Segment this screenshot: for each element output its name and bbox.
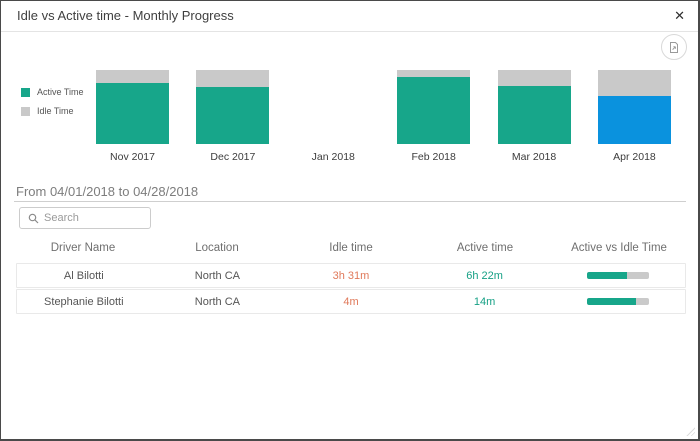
column-header-location: Location (195, 242, 239, 254)
active-time-swatch (21, 87, 30, 97)
location-cell: North CA (194, 269, 241, 282)
bar-stack[interactable] (196, 70, 270, 144)
progress-fill (587, 272, 627, 279)
monthly-stacked-bar-chart: Nov 2017 Dec 2017 Jan 2018 Feb 2018 Mar 2018… (96, 70, 671, 165)
chart-legend: Active Time Idle Time (21, 87, 84, 125)
progress-fill (587, 298, 636, 305)
column-header-active-time: Active time (456, 242, 514, 254)
month-label: Feb 2018 (411, 151, 456, 163)
active-segment[interactable] (397, 76, 471, 144)
period-label: From 04/01/2018 to 04/28/2018 (16, 184, 199, 199)
idle-segment[interactable] (397, 70, 471, 77)
idle-segment[interactable] (597, 70, 671, 96)
bar-stack[interactable] (597, 70, 671, 144)
idle-time-cell: 4m (343, 295, 359, 308)
column-header-idle-time: Idle time (329, 242, 373, 254)
table-header-row: Driver Name Location Idle time Active time A… (16, 242, 686, 254)
location-cell: North CA (194, 295, 241, 308)
active-vs-idle-progress-bar (587, 272, 650, 279)
dialog-header: Idle vs Active time - Monthly Progress ✕ (1, 1, 698, 32)
month-label: Nov 2017 (110, 151, 155, 163)
idle-time-swatch (21, 106, 30, 116)
active-segment[interactable] (497, 86, 571, 144)
export-button[interactable] (661, 34, 687, 60)
legend-label: Active Time (37, 87, 84, 97)
bar-slot-apr-2018: Apr 2018 (597, 70, 671, 165)
resize-handle[interactable] (685, 426, 695, 436)
active-time-cell: 6h 22m (466, 269, 503, 282)
export-chart-icon (670, 41, 678, 53)
bar-slot-feb-2018: Feb 2018 (397, 70, 471, 165)
month-label: Apr 2018 (613, 151, 656, 163)
bar-slot-jan-2018: Jan 2018 (297, 70, 370, 165)
idle-segment[interactable] (497, 70, 571, 87)
bar-stack[interactable] (297, 70, 370, 144)
search-box (19, 207, 151, 229)
month-label: Dec 2017 (210, 151, 256, 163)
idle-segment[interactable] (96, 70, 169, 84)
bar-stack[interactable] (96, 70, 169, 144)
column-header-active-vs-idle-time: Active vs Idle Time (571, 242, 667, 254)
bar-slot-nov-2017: Nov 2017 (96, 70, 169, 165)
active-segment[interactable] (196, 87, 270, 144)
legend-item-active-time: Active Time (21, 87, 84, 97)
bar-slot-mar-2018: Mar 2018 (497, 70, 571, 165)
table-row[interactable]: Stephanie Bilotti North CA 4m 14m (16, 289, 686, 314)
active-vs-idle-cell (551, 272, 685, 279)
dialog-title: Idle vs Active time - Monthly Progress (17, 8, 234, 23)
month-label: Jan 2018 (311, 151, 355, 163)
close-button[interactable]: ✕ (674, 8, 685, 23)
idle-segment[interactable] (196, 70, 270, 88)
bar-stack[interactable] (397, 70, 471, 144)
active-segment-selected[interactable] (597, 95, 671, 144)
driver-name-cell: Stephanie Bilotti (44, 295, 124, 308)
section-divider (14, 201, 686, 202)
active-segment[interactable] (96, 83, 169, 144)
column-header-driver-name: Driver Name (50, 242, 116, 254)
active-vs-idle-progress-bar (587, 298, 650, 305)
search-input[interactable] (44, 212, 150, 224)
idle-time-cell: 3h 31m (332, 269, 370, 282)
table-row[interactable]: Al Bilotti North CA 3h 31m 6h 22m (16, 263, 686, 288)
bar-slot-dec-2017: Dec 2017 (196, 70, 270, 165)
active-time-cell: 14m (473, 295, 496, 308)
driver-name-cell: Al Bilotti (63, 269, 104, 282)
active-vs-idle-cell (551, 298, 685, 305)
drivers-table: Al Bilotti North CA 3h 31m 6h 22m Stephanie … (16, 263, 686, 315)
month-label: Mar 2018 (511, 151, 557, 163)
legend-label: Idle Time (37, 106, 74, 116)
bar-stack[interactable] (497, 70, 571, 144)
search-icon (28, 213, 39, 223)
legend-item-idle-time: Idle Time (21, 106, 84, 116)
